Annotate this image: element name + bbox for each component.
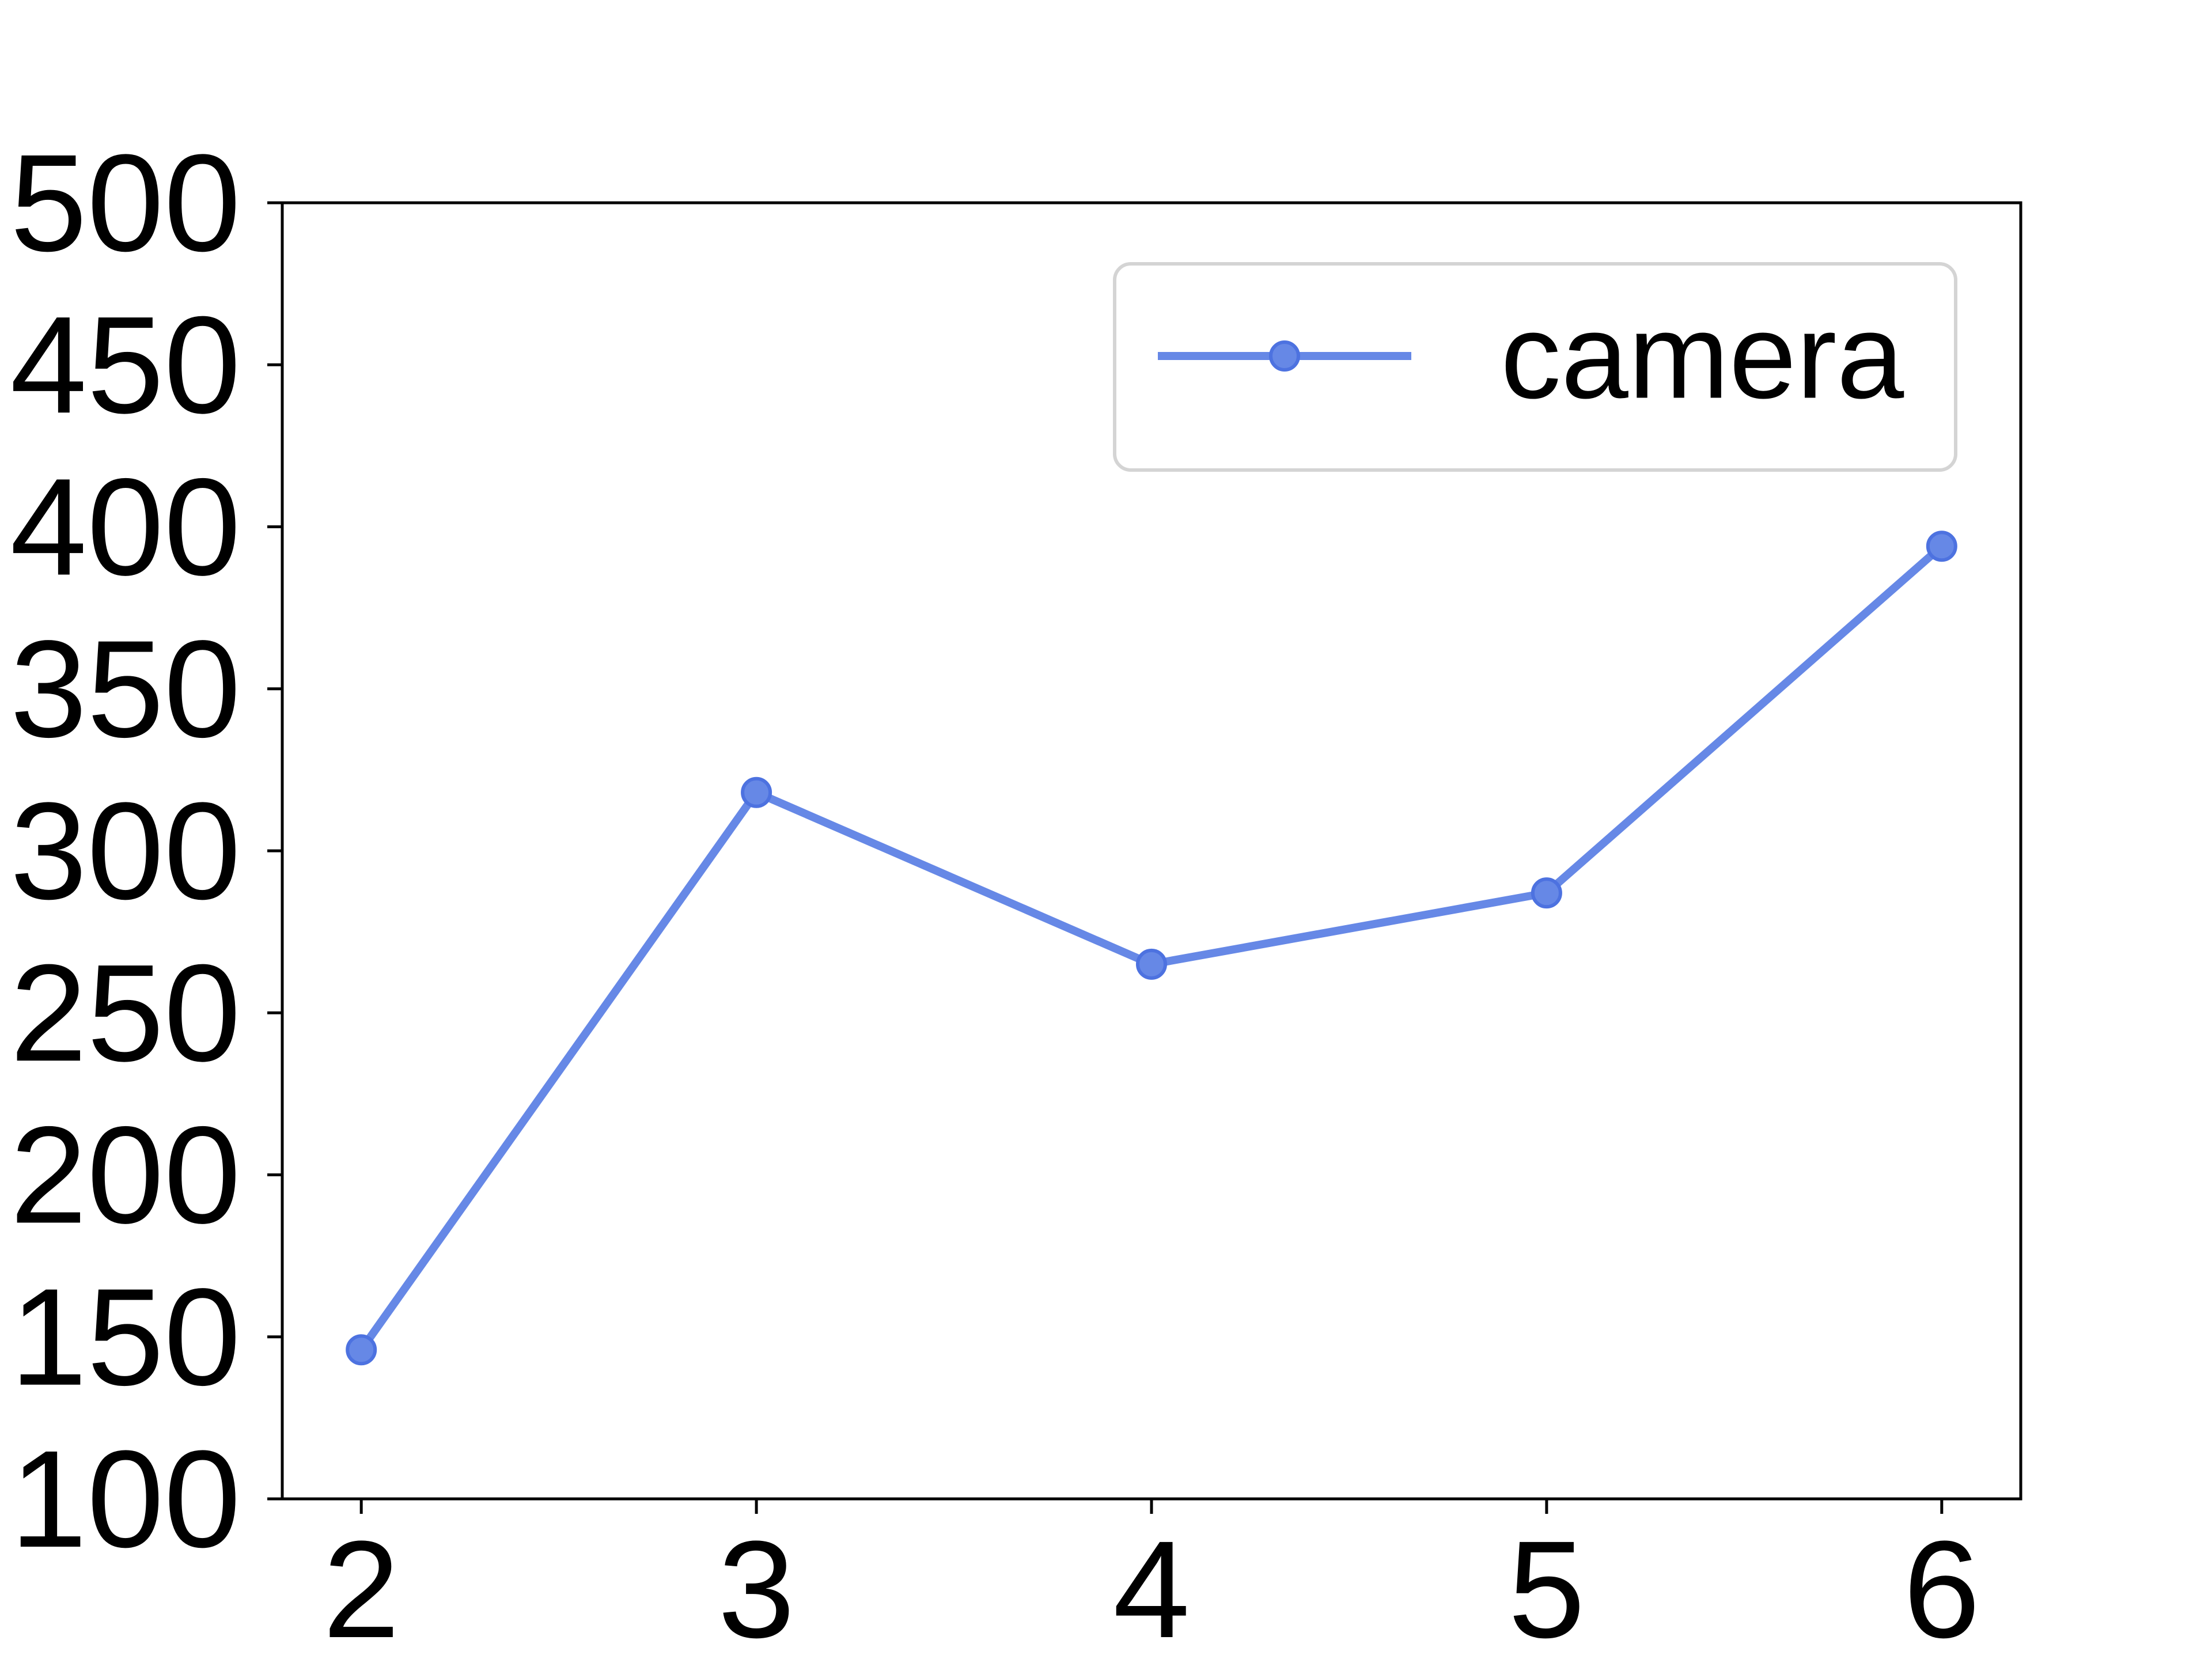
data-point <box>741 777 772 808</box>
legend-box <box>1113 262 1957 472</box>
y-tick-label: 150 <box>10 1260 241 1414</box>
x-tick-label: 3 <box>718 1512 794 1659</box>
y-tick-label: 200 <box>10 1098 241 1252</box>
data-point <box>1531 877 1562 909</box>
x-axis-ticks: 2 3 4 5 6 <box>323 1499 1980 1659</box>
x-tick-label: 6 <box>1903 1512 1980 1659</box>
y-tick-label: 350 <box>10 612 241 766</box>
series-line-camera <box>357 542 1946 1354</box>
y-tick-label: 300 <box>10 774 241 928</box>
data-point <box>1136 948 1167 980</box>
y-tick-label: 450 <box>10 287 241 442</box>
legend: camera <box>1113 262 1957 472</box>
legend-label-camera: camera <box>1501 289 1904 424</box>
legend-marker-sample <box>1269 340 1300 372</box>
y-tick-label: 250 <box>10 935 241 1090</box>
y-tick-label: 500 <box>10 126 241 280</box>
y-tick-label: 100 <box>10 1422 241 1576</box>
x-tick-label: 5 <box>1508 1512 1585 1659</box>
x-tick-label: 2 <box>323 1512 399 1659</box>
plot-frame <box>281 201 2022 1501</box>
data-point <box>1926 531 1957 562</box>
y-tick-label: 400 <box>10 450 241 604</box>
data-point <box>346 1334 377 1366</box>
series-layer <box>346 531 1957 1366</box>
x-tick-label: 4 <box>1113 1512 1190 1659</box>
